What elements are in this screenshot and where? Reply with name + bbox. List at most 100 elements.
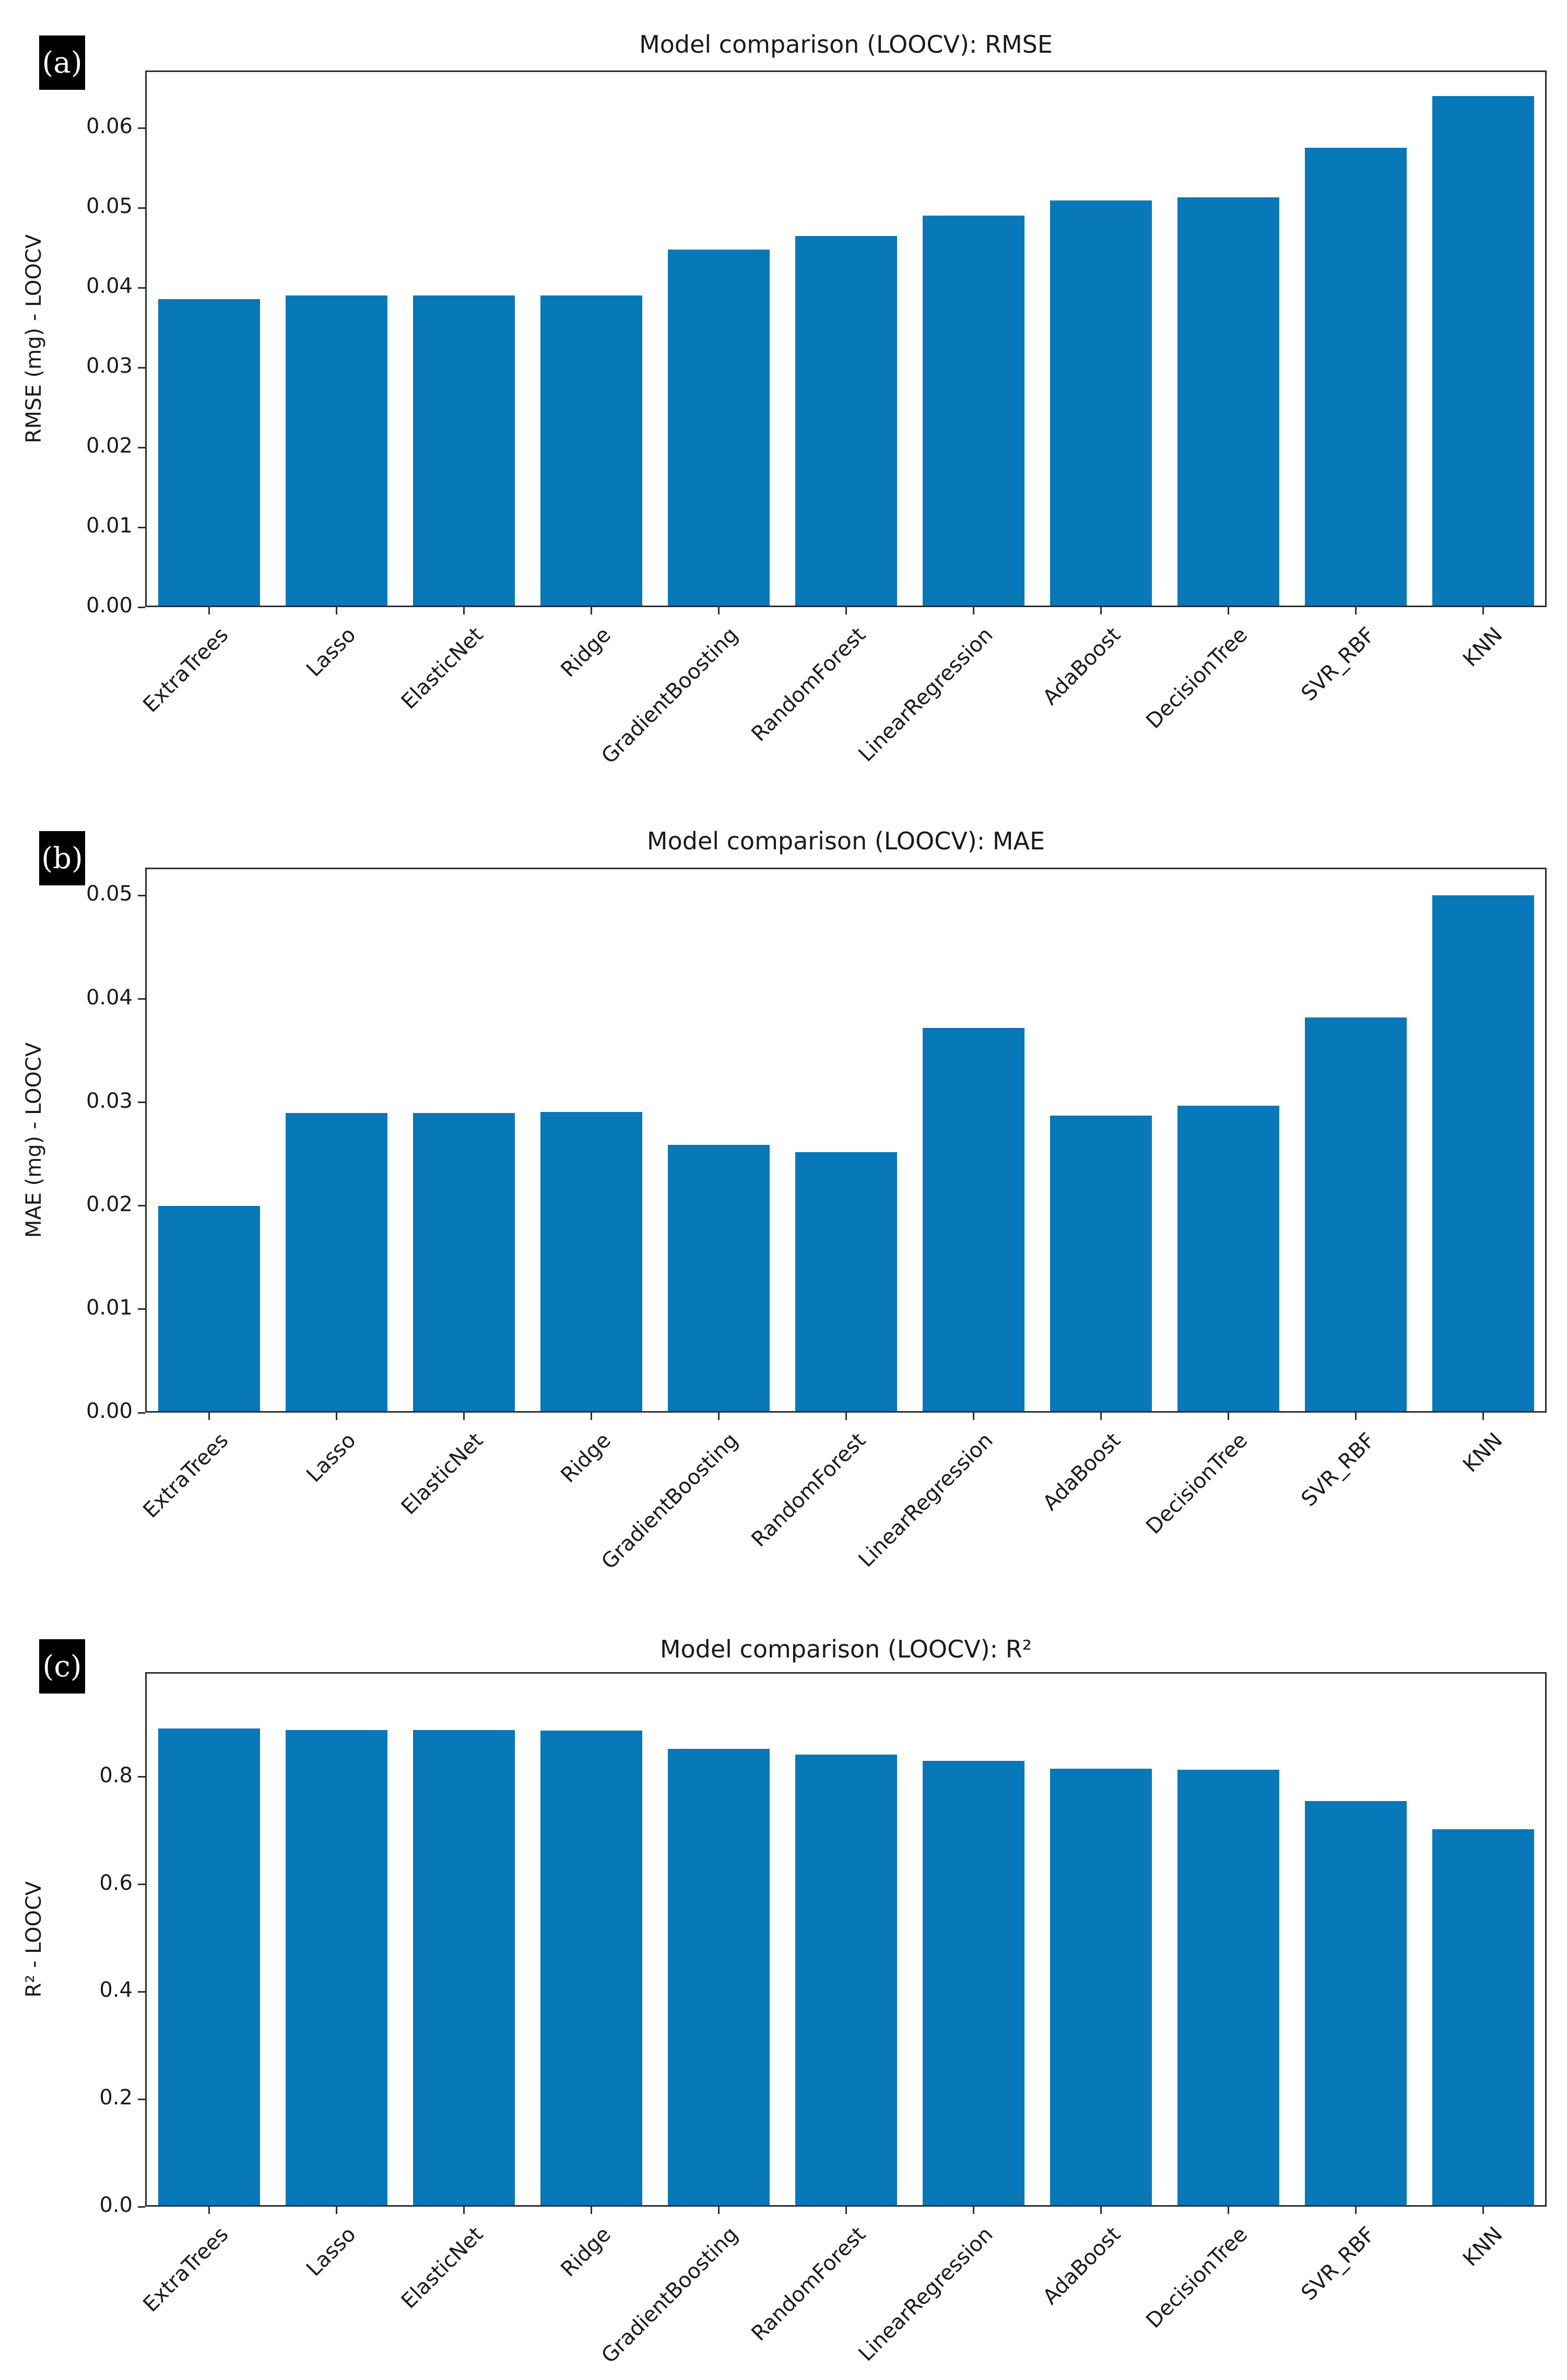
y-tick-mark [138, 127, 145, 129]
x-tick-mark [1227, 607, 1229, 614]
bar-GradientBoosting [667, 1749, 770, 2205]
x-tick-label-ElasticNet: ElasticNet [397, 2222, 488, 2314]
y-tick-mark [138, 287, 145, 289]
x-tick-label-DecisionTree: DecisionTree [1141, 2222, 1253, 2333]
bar-AdaBoost [1050, 200, 1152, 606]
y-tick-label: 0.01 [86, 514, 133, 538]
x-tick-mark [972, 1413, 974, 1420]
x-tick-mark [845, 1413, 847, 1420]
y-tick-mark [138, 207, 145, 209]
y-tick-label: 0.4 [99, 1978, 133, 2003]
x-tick-label-DecisionTree: DecisionTree [1141, 623, 1253, 733]
bar-DecisionTree [1177, 1105, 1279, 1411]
y-tick-mark [138, 1308, 145, 1310]
x-tick-mark [1100, 607, 1102, 614]
y-tick-label: 0.0 [99, 2193, 133, 2217]
chart-title-mae: Model comparison (LOOCV): MAE [646, 827, 1045, 855]
x-tick-mark [463, 1413, 465, 1420]
y-tick-mark [138, 606, 145, 608]
x-tick-label-Ridge: Ridge [556, 623, 616, 682]
x-tick-label-KNN: KNN [1458, 623, 1507, 672]
y-tick-label: 0.06 [86, 114, 133, 139]
x-tick-label-GradientBoosting: GradientBoosting [597, 623, 743, 769]
x-tick-mark [463, 2207, 465, 2214]
y-tick-label: 0.05 [86, 194, 133, 219]
y-tick-mark [138, 1884, 145, 1885]
bar-DecisionTree [1177, 1770, 1279, 2205]
y-tick-mark [138, 2098, 145, 2100]
x-tick-mark [1354, 607, 1357, 614]
bar-KNN [1432, 1829, 1534, 2205]
bar-Ridge [540, 1111, 642, 1411]
x-tick-label-LinearRegression: LinearRegression [854, 2222, 998, 2366]
x-tick-mark [208, 607, 210, 614]
x-tick-label-ElasticNet: ElasticNet [397, 1428, 488, 1520]
x-tick-label-LinearRegression: LinearRegression [854, 623, 998, 767]
bar-DecisionTree [1177, 197, 1279, 606]
y-tick-label: 0.05 [86, 882, 133, 906]
y-tick-label: 0.8 [99, 1763, 133, 1787]
x-tick-mark [335, 1413, 337, 1420]
y-tick-mark [138, 1412, 145, 1414]
x-tick-mark [1482, 1413, 1484, 1420]
x-tick-label-Lasso: Lasso [302, 2222, 361, 2281]
bar-Lasso [285, 1730, 387, 2205]
x-tick-label-SVR_RBF: SVR_RBF [1297, 1428, 1380, 1511]
x-tick-label-SVR_RBF: SVR_RBF [1297, 2222, 1380, 2305]
y-tick-mark [138, 894, 145, 896]
y-tick-label: 0.04 [86, 274, 133, 299]
x-tick-label-RandomForest: RandomForest [747, 1428, 870, 1552]
bar-Lasso [285, 1112, 387, 1411]
y-tick-mark [138, 998, 145, 1000]
bar-LinearRegression [922, 1028, 1024, 1411]
bar-RandomForest [795, 1755, 897, 2205]
bar-AdaBoost [1050, 1116, 1152, 1411]
x-tick-mark [335, 2207, 337, 2214]
x-tick-label-ExtraTrees: ExtraTrees [138, 2222, 233, 2317]
x-tick-mark [1354, 1413, 1357, 1420]
x-tick-mark [590, 1413, 592, 1420]
x-tick-mark [717, 607, 720, 614]
x-tick-label-Ridge: Ridge [556, 2222, 616, 2282]
bar-Ridge [540, 1731, 642, 2205]
x-tick-mark [1100, 2207, 1102, 2214]
x-tick-label-AdaBoost: AdaBoost [1038, 623, 1125, 710]
bar-RandomForest [795, 235, 897, 606]
y-tick-mark [138, 446, 145, 448]
panel-tag-a: (a) [39, 35, 85, 90]
x-tick-mark [590, 2207, 592, 2214]
y-tick-mark [138, 1776, 145, 1778]
x-tick-label-ExtraTrees: ExtraTrees [138, 1428, 233, 1523]
x-tick-mark [717, 2207, 720, 2214]
x-tick-mark [717, 1413, 720, 1420]
x-tick-label-LinearRegression: LinearRegression [854, 1428, 998, 1572]
x-tick-mark [463, 607, 465, 614]
x-tick-mark [1482, 607, 1484, 614]
y-tick-label: 0.00 [86, 594, 133, 618]
y-tick-label: 0.02 [86, 1192, 133, 1216]
x-tick-mark [1227, 2207, 1229, 2214]
x-tick-mark [972, 607, 974, 614]
bar-Lasso [285, 295, 387, 606]
x-tick-mark [845, 607, 847, 614]
x-tick-label-ExtraTrees: ExtraTrees [138, 623, 233, 717]
panel-tag-c: (c) [39, 1639, 85, 1694]
bar-SVR_RBF [1304, 1801, 1407, 2205]
x-tick-label-Lasso: Lasso [302, 623, 361, 682]
y-tick-mark [138, 1991, 145, 1993]
x-tick-mark [1100, 1413, 1102, 1420]
bar-ExtraTrees [158, 299, 260, 606]
x-tick-label-DecisionTree: DecisionTree [1141, 1428, 1253, 1539]
x-tick-label-KNN: KNN [1458, 2222, 1507, 2271]
bar-ExtraTrees [158, 1205, 260, 1411]
x-tick-mark [590, 607, 592, 614]
bar-SVR_RBF [1304, 1017, 1407, 1411]
bar-Ridge [540, 295, 642, 606]
x-tick-label-Lasso: Lasso [302, 1428, 361, 1487]
y-tick-label: 0.03 [86, 354, 133, 378]
x-tick-mark [335, 607, 337, 614]
x-tick-label-AdaBoost: AdaBoost [1038, 1428, 1125, 1515]
x-tick-mark [845, 2207, 847, 2214]
y-tick-label: 0.00 [86, 1399, 133, 1423]
y-tick-mark [138, 1102, 145, 1104]
